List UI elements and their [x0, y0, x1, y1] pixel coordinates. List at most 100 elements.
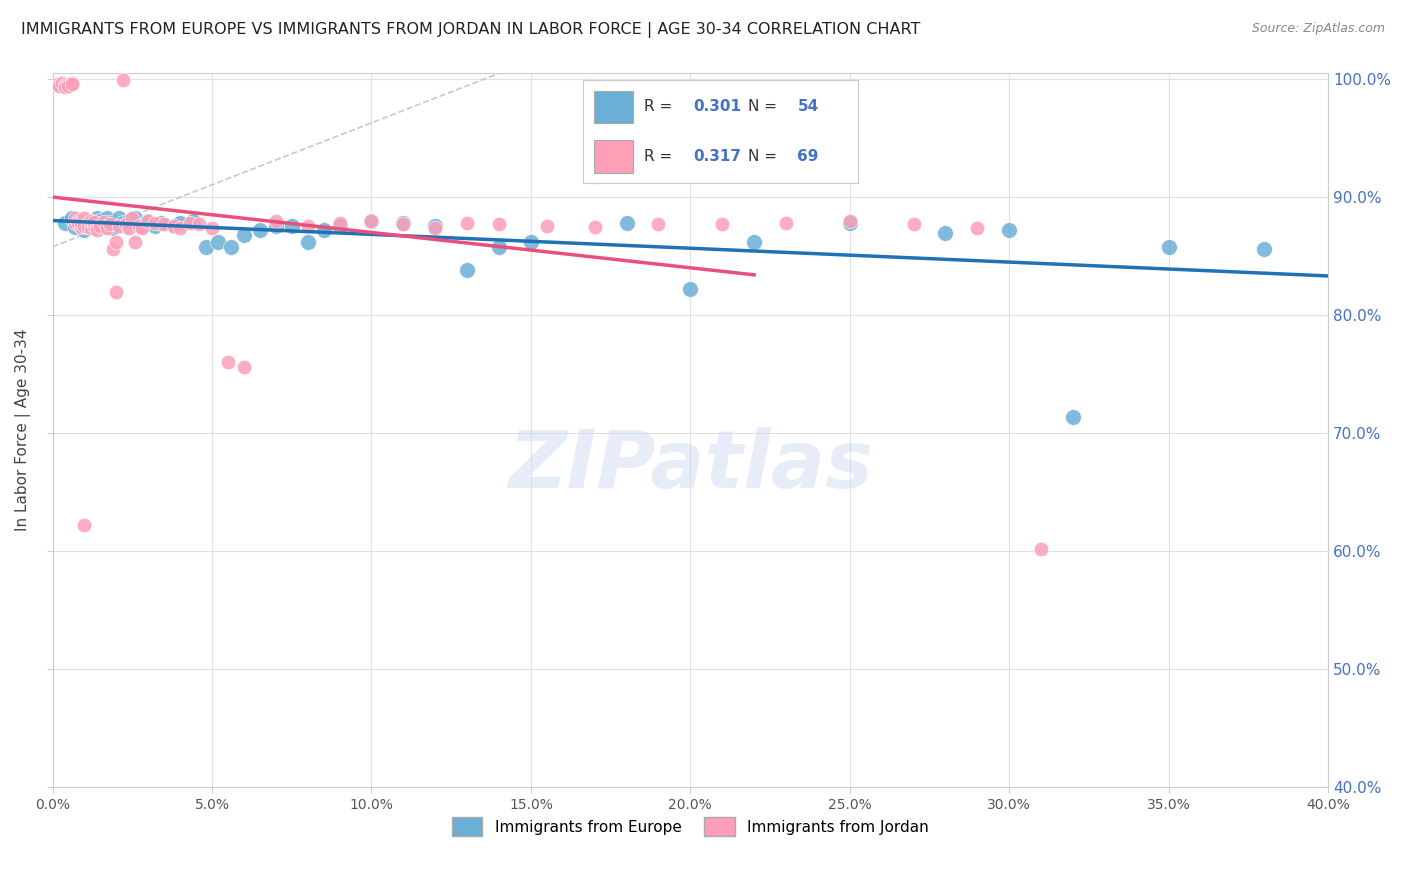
- Point: [60, 77, 83, 91]
- Point: [124, 235, 146, 249]
- Point: [115, 219, 138, 233]
- Point: [966, 220, 988, 235]
- Point: [1029, 541, 1052, 556]
- Point: [96, 211, 118, 226]
- Point: [249, 223, 271, 237]
- Point: [86, 219, 108, 234]
- Point: [181, 214, 204, 228]
- Point: [58, 79, 80, 94]
- Point: [83, 219, 105, 233]
- Point: [679, 282, 702, 296]
- Point: [73, 211, 96, 226]
- Point: [264, 219, 287, 233]
- Point: [58, 77, 80, 91]
- Point: [105, 235, 128, 249]
- Point: [360, 214, 382, 228]
- Point: [536, 219, 558, 233]
- Point: [1062, 409, 1084, 424]
- Point: [328, 216, 350, 230]
- Point: [53, 78, 76, 92]
- Point: [711, 217, 734, 231]
- Point: [647, 217, 669, 231]
- Point: [53, 80, 76, 95]
- Point: [73, 223, 96, 237]
- Point: [70, 219, 93, 234]
- Point: [838, 216, 860, 230]
- Legend: Immigrants from Europe, Immigrants from Jordan: Immigrants from Europe, Immigrants from …: [444, 810, 936, 844]
- Point: [76, 214, 98, 228]
- Point: [392, 217, 415, 231]
- Point: [425, 219, 447, 233]
- Point: [60, 211, 83, 226]
- Point: [98, 217, 121, 231]
- Point: [45, 77, 67, 91]
- FancyBboxPatch shape: [595, 140, 633, 173]
- Point: [998, 223, 1021, 237]
- Point: [80, 220, 103, 235]
- Point: [93, 215, 115, 229]
- Point: [128, 219, 150, 233]
- Point: [775, 216, 797, 230]
- Point: [73, 518, 96, 533]
- Point: [616, 216, 638, 230]
- Text: 0.301: 0.301: [693, 99, 741, 114]
- Text: R =: R =: [644, 99, 676, 114]
- Point: [1157, 240, 1180, 254]
- Point: [115, 217, 138, 231]
- Point: [1253, 242, 1275, 256]
- Text: 54: 54: [797, 99, 818, 114]
- Point: [280, 219, 302, 233]
- Point: [76, 219, 98, 234]
- Point: [48, 79, 70, 94]
- Point: [67, 214, 90, 228]
- Point: [425, 220, 447, 235]
- Point: [169, 220, 191, 235]
- Point: [63, 219, 86, 234]
- Y-axis label: In Labor Force | Age 30-34: In Labor Force | Age 30-34: [15, 329, 31, 532]
- Point: [131, 220, 153, 235]
- Point: [101, 220, 124, 235]
- Point: [583, 169, 606, 183]
- Point: [903, 217, 925, 231]
- Point: [73, 219, 96, 233]
- Point: [207, 235, 229, 249]
- Point: [105, 219, 128, 233]
- Point: [488, 217, 510, 231]
- Point: [143, 219, 166, 233]
- Point: [219, 240, 242, 254]
- Point: [488, 240, 510, 254]
- Point: [149, 216, 172, 230]
- Point: [131, 219, 153, 233]
- Point: [105, 285, 128, 299]
- FancyBboxPatch shape: [595, 91, 633, 123]
- Point: [456, 216, 478, 230]
- Point: [143, 216, 166, 230]
- Point: [179, 216, 201, 230]
- Point: [96, 220, 118, 235]
- Point: [83, 216, 105, 230]
- Point: [136, 214, 159, 228]
- Point: [297, 235, 319, 249]
- Point: [80, 219, 103, 233]
- Point: [60, 76, 83, 90]
- Text: ZIPatlas: ZIPatlas: [508, 427, 873, 505]
- Point: [86, 223, 108, 237]
- Point: [70, 216, 93, 230]
- Point: [111, 73, 134, 87]
- Point: [188, 217, 211, 231]
- Point: [121, 211, 143, 226]
- Point: [98, 216, 121, 230]
- Point: [86, 211, 108, 226]
- Text: R =: R =: [644, 149, 676, 164]
- Point: [520, 235, 543, 249]
- Point: [80, 214, 103, 228]
- Point: [108, 211, 131, 226]
- Point: [124, 211, 146, 226]
- Point: [121, 216, 143, 230]
- Point: [392, 216, 415, 230]
- Point: [360, 214, 382, 228]
- Point: [89, 214, 111, 228]
- Point: [53, 216, 76, 230]
- Point: [194, 240, 217, 254]
- Text: 69: 69: [797, 149, 818, 164]
